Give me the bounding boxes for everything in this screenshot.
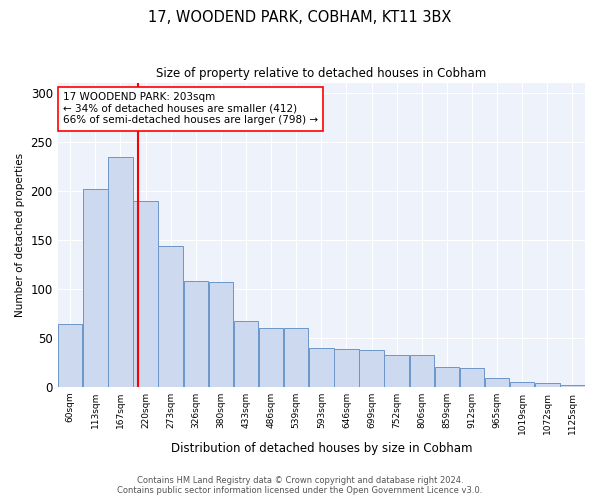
Bar [560, 384, 584, 386]
Bar [359, 350, 384, 386]
Bar [385, 356, 409, 386]
Bar [234, 321, 258, 386]
Text: 17 WOODEND PARK: 203sqm
← 34% of detached houses are smaller (412)
66% of semi-d: 17 WOODEND PARK: 203sqm ← 34% of detache… [63, 92, 318, 126]
Bar [485, 378, 509, 386]
Bar [309, 348, 334, 387]
Bar [410, 356, 434, 386]
Bar [259, 328, 283, 386]
Bar [184, 281, 208, 386]
Y-axis label: Number of detached properties: Number of detached properties [15, 153, 25, 317]
X-axis label: Distribution of detached houses by size in Cobham: Distribution of detached houses by size … [170, 442, 472, 455]
Title: Size of property relative to detached houses in Cobham: Size of property relative to detached ho… [156, 68, 487, 80]
Bar [58, 324, 82, 386]
Text: 17, WOODEND PARK, COBHAM, KT11 3BX: 17, WOODEND PARK, COBHAM, KT11 3BX [148, 10, 452, 25]
Bar [535, 383, 560, 386]
Bar [209, 282, 233, 387]
Text: Contains HM Land Registry data © Crown copyright and database right 2024.
Contai: Contains HM Land Registry data © Crown c… [118, 476, 482, 495]
Bar [108, 156, 133, 386]
Bar [133, 200, 158, 386]
Bar [83, 189, 107, 386]
Bar [334, 350, 359, 387]
Bar [435, 367, 459, 386]
Bar [460, 368, 484, 386]
Bar [284, 328, 308, 386]
Bar [158, 246, 183, 386]
Bar [510, 382, 535, 386]
